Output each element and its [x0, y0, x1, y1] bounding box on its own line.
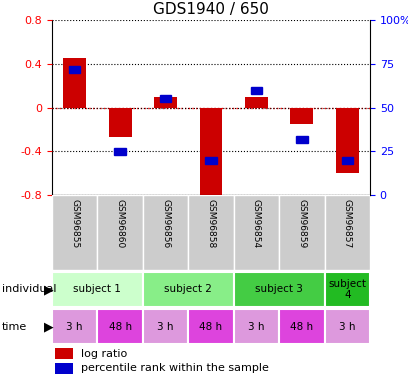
Text: GSM96856: GSM96856	[161, 199, 170, 248]
Bar	[296, 135, 308, 142]
Text: 3 h: 3 h	[67, 321, 83, 332]
Bar	[251, 87, 262, 93]
Bar	[205, 156, 217, 164]
Text: individual: individual	[2, 285, 56, 294]
Bar	[279, 195, 325, 270]
Text: 3 h: 3 h	[248, 321, 265, 332]
Text: percentile rank within the sample: percentile rank within the sample	[81, 363, 268, 373]
Bar	[154, 97, 177, 108]
Bar	[55, 348, 73, 359]
Bar	[98, 195, 143, 270]
Text: time: time	[2, 321, 27, 332]
Text: 3 h: 3 h	[157, 321, 174, 332]
Text: GSM96857: GSM96857	[343, 199, 352, 248]
Text: 48 h: 48 h	[290, 321, 313, 332]
Bar	[245, 97, 268, 108]
Bar	[55, 363, 73, 374]
Text: GSM96859: GSM96859	[297, 199, 306, 248]
Bar	[200, 108, 222, 201]
Text: subject
4: subject 4	[328, 279, 366, 300]
Text: subject 3: subject 3	[255, 285, 303, 294]
Bar	[143, 195, 188, 270]
Text: GSM96858: GSM96858	[206, 199, 215, 248]
Text: ▶: ▶	[44, 320, 53, 333]
Bar	[234, 272, 325, 307]
Bar	[143, 309, 188, 344]
Bar	[52, 272, 143, 307]
Bar	[290, 108, 313, 124]
Bar	[325, 272, 370, 307]
Bar	[341, 156, 353, 164]
Bar	[109, 108, 131, 137]
Text: log ratio: log ratio	[81, 348, 127, 358]
Bar	[63, 58, 86, 108]
Bar	[336, 108, 359, 173]
Bar	[234, 195, 279, 270]
Text: GSM96860: GSM96860	[115, 199, 124, 248]
Bar	[279, 309, 325, 344]
Bar	[234, 309, 279, 344]
Bar	[160, 95, 171, 102]
Bar	[143, 272, 234, 307]
Bar	[325, 309, 370, 344]
Bar	[52, 195, 98, 270]
Text: subject 1: subject 1	[73, 285, 121, 294]
Text: 3 h: 3 h	[339, 321, 355, 332]
Text: ▶: ▶	[44, 283, 53, 296]
Text: GSM96854: GSM96854	[252, 199, 261, 248]
Text: 48 h: 48 h	[200, 321, 222, 332]
Title: GDS1940 / 650: GDS1940 / 650	[153, 3, 269, 18]
Bar	[188, 195, 234, 270]
Text: 48 h: 48 h	[109, 321, 132, 332]
Bar	[98, 309, 143, 344]
Bar	[69, 66, 80, 72]
Bar	[188, 309, 234, 344]
Bar	[325, 195, 370, 270]
Text: GSM96855: GSM96855	[70, 199, 79, 248]
Bar	[52, 309, 98, 344]
Bar	[115, 148, 126, 155]
Text: subject 2: subject 2	[164, 285, 212, 294]
